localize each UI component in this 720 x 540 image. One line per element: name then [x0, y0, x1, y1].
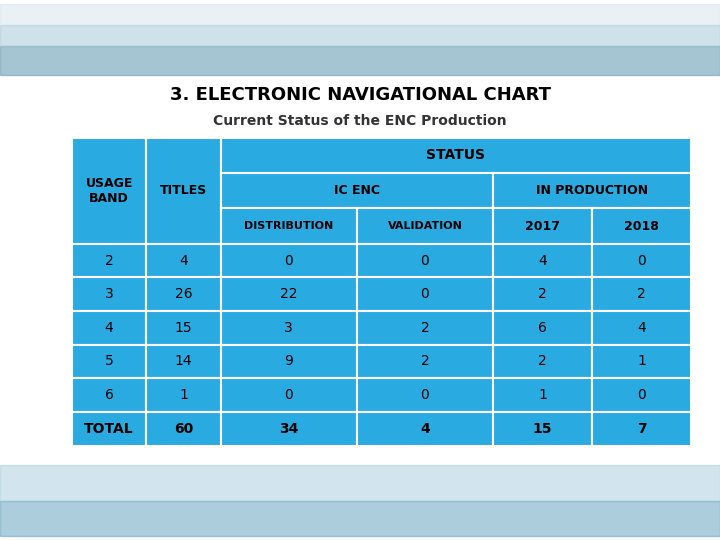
- Text: 3: 3: [284, 321, 293, 335]
- Text: 22: 22: [280, 287, 297, 301]
- Text: 34: 34: [279, 422, 298, 436]
- Text: 15: 15: [175, 321, 192, 335]
- Bar: [220, 208, 357, 244]
- Text: 15: 15: [533, 422, 552, 436]
- Text: 2: 2: [420, 354, 429, 368]
- Text: Current Status of the ENC Production: Current Status of the ENC Production: [213, 114, 507, 128]
- Text: 1: 1: [637, 354, 646, 368]
- Bar: [357, 412, 493, 445]
- Text: TOTAL: TOTAL: [84, 422, 134, 436]
- Bar: [0, 46, 720, 75]
- Bar: [220, 412, 357, 445]
- Bar: [493, 379, 592, 412]
- Bar: [146, 345, 220, 379]
- Bar: [146, 311, 220, 345]
- Bar: [72, 311, 146, 345]
- Bar: [357, 345, 493, 379]
- Text: IC ENC: IC ENC: [334, 184, 380, 197]
- Bar: [72, 345, 146, 379]
- Bar: [0, 465, 720, 501]
- Text: 2: 2: [539, 287, 547, 301]
- Text: 60: 60: [174, 422, 193, 436]
- Text: VALIDATION: VALIDATION: [387, 221, 462, 231]
- Bar: [493, 244, 592, 278]
- Text: 0: 0: [637, 254, 646, 268]
- Text: 4: 4: [420, 422, 430, 436]
- Bar: [0, 501, 720, 536]
- Text: 5: 5: [105, 354, 114, 368]
- Text: DISTRIBUTION: DISTRIBUTION: [244, 221, 333, 231]
- Bar: [493, 311, 592, 345]
- Bar: [592, 311, 691, 345]
- Text: 0: 0: [284, 254, 293, 268]
- Bar: [592, 345, 691, 379]
- Bar: [0, 25, 720, 46]
- Bar: [72, 244, 146, 278]
- Text: 0: 0: [420, 388, 429, 402]
- Text: 2: 2: [539, 354, 547, 368]
- Bar: [357, 244, 493, 278]
- Bar: [146, 278, 220, 311]
- Bar: [72, 412, 146, 445]
- Text: 2: 2: [637, 287, 646, 301]
- Text: 1: 1: [538, 388, 547, 402]
- Text: 3. ELECTRONIC NAVIGATIONAL CHART: 3. ELECTRONIC NAVIGATIONAL CHART: [169, 85, 551, 104]
- Bar: [220, 278, 357, 311]
- Bar: [220, 379, 357, 412]
- Bar: [592, 412, 691, 445]
- Bar: [493, 278, 592, 311]
- Text: 4: 4: [105, 321, 114, 335]
- Bar: [146, 244, 220, 278]
- Bar: [220, 244, 357, 278]
- Bar: [220, 173, 493, 208]
- Bar: [72, 278, 146, 311]
- Bar: [72, 138, 146, 244]
- Bar: [357, 311, 493, 345]
- Bar: [220, 345, 357, 379]
- Text: 4: 4: [539, 254, 547, 268]
- Bar: [357, 379, 493, 412]
- Bar: [220, 138, 691, 173]
- Bar: [72, 379, 146, 412]
- Text: 0: 0: [420, 254, 429, 268]
- Text: 6: 6: [104, 388, 114, 402]
- Text: 4: 4: [179, 254, 188, 268]
- Bar: [493, 345, 592, 379]
- Bar: [592, 278, 691, 311]
- Bar: [493, 412, 592, 445]
- Bar: [0, 4, 720, 25]
- Bar: [357, 208, 493, 244]
- Text: 2018: 2018: [624, 220, 659, 233]
- Text: 6: 6: [538, 321, 547, 335]
- Text: TITLES: TITLES: [160, 184, 207, 197]
- Text: IN PRODUCTION: IN PRODUCTION: [536, 184, 648, 197]
- Bar: [146, 138, 220, 244]
- Text: USAGE
BAND: USAGE BAND: [86, 177, 132, 205]
- Bar: [146, 412, 220, 445]
- Bar: [146, 379, 220, 412]
- Text: 0: 0: [284, 388, 293, 402]
- Text: 26: 26: [175, 287, 192, 301]
- Text: 14: 14: [175, 354, 192, 368]
- Text: 2: 2: [420, 321, 429, 335]
- Bar: [357, 278, 493, 311]
- Bar: [592, 244, 691, 278]
- Bar: [592, 208, 691, 244]
- Bar: [493, 173, 691, 208]
- Bar: [592, 379, 691, 412]
- Text: 9: 9: [284, 354, 293, 368]
- Text: 4: 4: [637, 321, 646, 335]
- Bar: [220, 311, 357, 345]
- Text: 7: 7: [637, 422, 647, 436]
- Text: 0: 0: [420, 287, 429, 301]
- Text: 2: 2: [105, 254, 114, 268]
- Text: 0: 0: [637, 388, 646, 402]
- Text: 3: 3: [105, 287, 114, 301]
- Bar: [493, 208, 592, 244]
- Text: STATUS: STATUS: [426, 148, 485, 163]
- Text: 2017: 2017: [525, 220, 560, 233]
- Text: 1: 1: [179, 388, 188, 402]
